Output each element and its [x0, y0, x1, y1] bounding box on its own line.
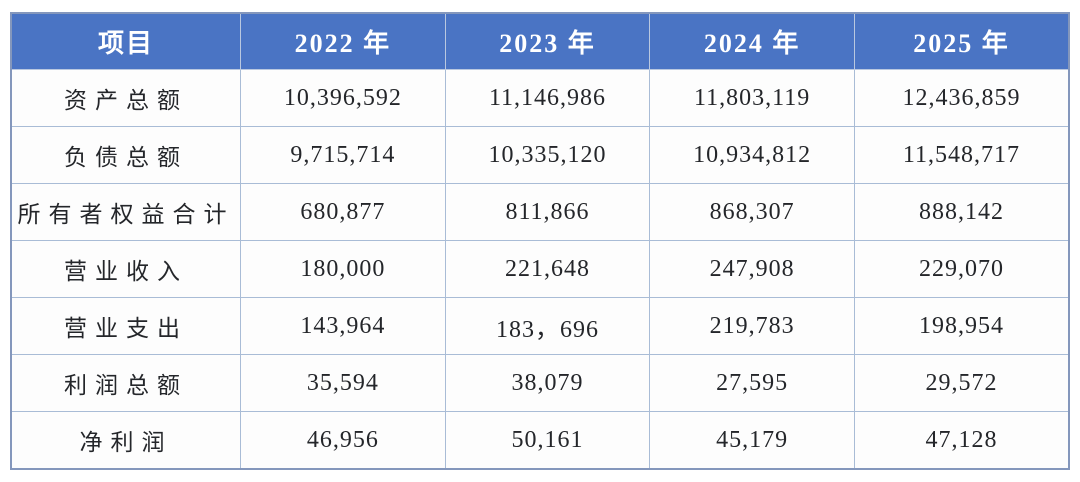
value-cell: 198,954 — [853, 297, 1070, 355]
value-cell: 11,146,986 — [444, 69, 651, 127]
table-row: 所有者权益合计 680,877 811,866 868,307 888,142 — [10, 183, 1070, 241]
value-cell: 50,161 — [444, 411, 651, 470]
value-cell: 868,307 — [649, 183, 855, 241]
value-cell: 46,956 — [240, 411, 446, 470]
table-row: 负债总额 9,715,714 10,335,120 10,934,812 11,548,… — [10, 126, 1070, 184]
value-cell: 143,964 — [240, 297, 446, 355]
value-cell: 29,572 — [853, 354, 1070, 412]
row-label: 营业支出 — [10, 297, 242, 355]
value-cell: 27,595 — [649, 354, 855, 412]
column-header: 2025 年 — [853, 12, 1070, 70]
row-label: 利润总额 — [10, 354, 242, 412]
row-label: 净利润 — [10, 411, 242, 470]
value-cell: 9,715,714 — [240, 126, 446, 184]
row-label: 营业收入 — [10, 240, 242, 298]
value-cell: 38,079 — [444, 354, 651, 412]
value-cell: 219,783 — [649, 297, 855, 355]
value-cell: 247,908 — [649, 240, 855, 298]
value-cell: 10,335,120 — [444, 126, 651, 184]
table-row: 营业支出 143,964 183，696 219,783 198,954 — [10, 297, 1070, 355]
value-cell: 35,594 — [240, 354, 446, 412]
value-cell: 12,436,859 — [853, 69, 1070, 127]
column-header: 项目 — [10, 12, 242, 70]
value-cell: 183，696 — [444, 297, 651, 355]
table-row: 资产总额 10,396,592 11,146,986 11,803,119 12,436… — [10, 69, 1070, 127]
value-cell: 10,934,812 — [649, 126, 855, 184]
value-cell: 229,070 — [853, 240, 1070, 298]
value-cell: 221,648 — [444, 240, 651, 298]
value-cell: 680,877 — [240, 183, 446, 241]
value-cell: 47,128 — [853, 411, 1070, 470]
table-row: 营业收入 180,000 221,648 247,908 229,070 — [10, 240, 1070, 298]
value-cell: 811,866 — [444, 183, 651, 241]
financial-table: 项目 2022 年 2023 年 2024 年 2025 年 资产总额 10,396,59… — [10, 12, 1070, 470]
column-header: 2024 年 — [649, 12, 855, 70]
row-label: 资产总额 — [10, 69, 242, 127]
value-cell: 45,179 — [649, 411, 855, 470]
header-row: 项目 2022 年 2023 年 2024 年 2025 年 — [10, 12, 1070, 70]
value-cell: 888,142 — [853, 183, 1070, 241]
row-label: 负债总额 — [10, 126, 242, 184]
column-header: 2022 年 — [240, 12, 446, 70]
table-body: 资产总额 10,396,592 11,146,986 11,803,119 12,436… — [10, 69, 1070, 470]
column-header: 2023 年 — [444, 12, 651, 70]
value-cell: 10,396,592 — [240, 69, 446, 127]
value-cell: 11,548,717 — [853, 126, 1070, 184]
row-label: 所有者权益合计 — [10, 183, 242, 241]
value-cell: 11,803,119 — [649, 69, 855, 127]
table-row: 净利润 46,956 50,161 45,179 47,128 — [10, 411, 1070, 470]
table-row: 利润总额 35,594 38,079 27,595 29,572 — [10, 354, 1070, 412]
value-cell: 180,000 — [240, 240, 446, 298]
